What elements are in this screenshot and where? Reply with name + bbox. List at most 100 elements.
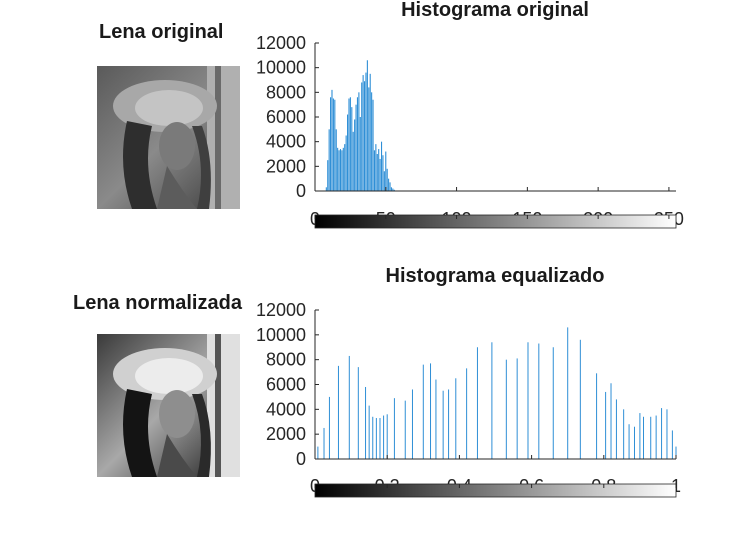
histogram-bar [371,92,373,191]
histogram-bar [538,343,540,459]
histogram-bar [661,408,663,459]
y-tick-label: 12000 [256,300,306,320]
histogram-bar [328,396,330,459]
histogram-bar [628,424,630,459]
histogram-bar [356,97,359,191]
y-tick-label: 6000 [266,107,306,127]
grayscale-colorbar [314,483,677,498]
chart-title: Histograma equalizado [386,265,605,287]
histogram-bar [633,426,635,459]
histogram-bar [435,379,437,459]
histogram-bar [505,359,507,459]
histogram-bar [344,144,346,191]
y-tick-label: 8000 [266,82,306,102]
histogram-bar [372,99,374,191]
histogram-bar [341,150,343,191]
histogram-bar [331,89,333,191]
y-tick-label: 2000 [266,424,306,444]
histogram-bar [365,72,367,191]
histogram-bar [393,189,395,191]
y-tick-label: 2000 [266,156,306,176]
histogram-bar [671,430,673,459]
histogram-bar [378,149,380,191]
histogram-bar [368,87,370,191]
histogram-bar [623,409,625,459]
y-tick-label: 12000 [256,33,306,53]
histogram-bar [364,81,366,191]
histogram-bar [552,347,554,459]
histogram-bar [332,98,334,191]
y-tick-label: 4000 [266,399,306,419]
histogram-bar [448,389,450,459]
histogram-bar [339,149,342,191]
histogram-bar [650,416,652,459]
histogram-bar [375,144,377,191]
histogram-bar [655,415,657,459]
histogram-bar [579,339,581,459]
histogram-bar [382,155,384,191]
histogram-bar [338,150,340,191]
histogram-bar [335,129,337,191]
histogram-bar [393,398,395,459]
histogram-bar [386,168,388,191]
histogram-bar [388,178,390,191]
lena-normalizada-image [97,334,240,477]
histogram-bar [355,104,357,191]
histogram-bar [359,117,361,191]
histogram-equalizado: Histograma equalizado 0 2000 4000 6000 8000 1… [256,265,681,498]
histogram-bar [383,415,385,459]
histogram-bar [337,365,339,460]
histogram-bar [386,414,388,459]
histogram-bar [369,73,371,191]
histogram-bar [615,399,617,459]
y-tick-label: 0 [296,181,306,201]
histogram-bar [345,135,347,191]
histogram-bar [348,355,350,459]
histogram-bar [373,150,376,191]
histogram-bar [390,187,392,191]
lena-original-image [97,66,240,209]
y-tick-label: 8000 [266,350,306,370]
histogram-bar [404,400,406,459]
histogram-bar [317,446,319,459]
y-tick-label: 4000 [266,132,306,152]
histogram-bar [327,160,329,191]
histogram-bar [368,405,370,459]
histogram-bar [376,154,378,191]
y-tick-label: 10000 [256,58,306,78]
histogram-bar [323,427,325,459]
histogram-bar [380,141,383,191]
histogram-bar [605,391,607,459]
histogram-bar [675,446,677,459]
histogram-bar [357,367,359,459]
histogram-bar [411,389,413,459]
histogram-original: Histograma original 0 2000 4000 6000 8000 100… [256,0,684,229]
histogram-bar [342,147,344,191]
histogram-bar [362,75,364,191]
histogram-bar [610,383,612,459]
histogram-bar [366,60,368,191]
y-tick-label: 10000 [256,325,306,345]
histogram-bar [516,358,518,459]
histogram-bar [476,347,478,459]
histogram-bar [375,418,377,459]
histogram-bar [643,416,645,459]
histogram-bar [383,171,385,191]
histogram-bar [392,188,394,191]
image-title-original: Lena original [99,21,224,43]
histogram-bar [372,416,374,459]
histogram-bar [527,342,529,459]
histogram-bar [596,373,598,459]
histogram-bar [348,98,350,191]
histogram-bar [334,99,336,191]
histogram-bar [365,386,367,459]
histogram-bar [491,342,493,459]
histogram-bar [442,390,444,459]
y-tick-label: 0 [296,449,306,469]
histogram-bar [567,327,569,459]
image-title-normalizada: Lena normalizada [73,292,242,314]
histogram-bar [430,363,432,459]
histogram-bar [639,413,641,459]
histogram-bar [337,147,339,191]
